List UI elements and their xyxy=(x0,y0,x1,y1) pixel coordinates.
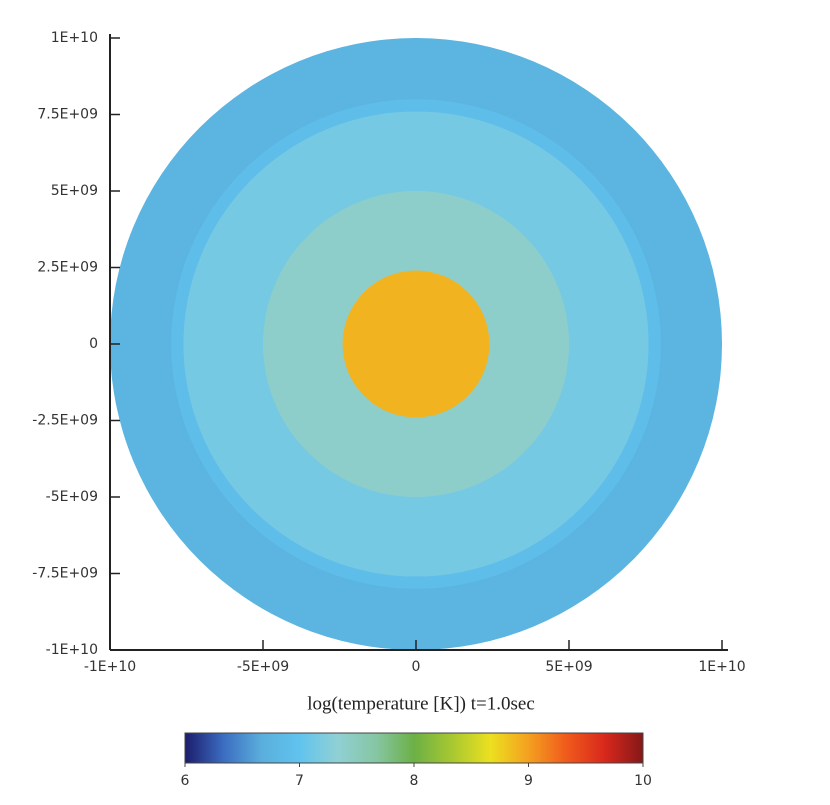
colorbar-tick-label: 8 xyxy=(410,773,419,789)
y-tick-label: -1E+10 xyxy=(46,642,98,658)
x-tick-label: 0 xyxy=(412,659,421,675)
y-tick-label: 7.5E+09 xyxy=(37,107,98,123)
temperature-ring xyxy=(342,270,490,418)
y-tick-label: 2.5E+09 xyxy=(37,260,98,276)
x-tick-label: -1E+10 xyxy=(84,659,136,675)
y-tick-label: 1E+10 xyxy=(51,30,98,46)
colorbar-tick-label: 9 xyxy=(524,773,533,789)
y-tick-label: 5E+09 xyxy=(51,183,98,199)
axis-title: log(temperature [K]) t=1.0sec xyxy=(307,693,535,714)
colorbar xyxy=(184,732,644,764)
colorbar-tick-label: 6 xyxy=(181,773,190,789)
y-tick-label: -5E+09 xyxy=(46,489,98,505)
colorbar-tick-label: 10 xyxy=(634,773,652,789)
y-tick-label: 0 xyxy=(89,336,98,352)
x-tick-label: -5E+09 xyxy=(237,659,289,675)
colorbar-tick-label: 7 xyxy=(295,773,304,789)
x-tick-label: 1E+10 xyxy=(698,659,745,675)
y-tick-label: -7.5E+09 xyxy=(32,566,98,582)
x-tick-label: 5E+09 xyxy=(545,659,592,675)
y-tick-label: -2.5E+09 xyxy=(32,413,98,429)
